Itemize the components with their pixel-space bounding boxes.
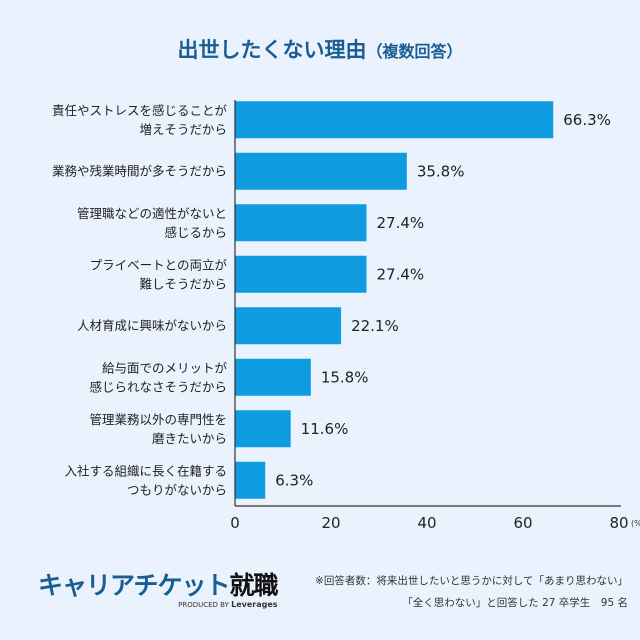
category-label: 管理業務以外の専門性を	[89, 412, 227, 427]
x-tick-label: 60	[513, 514, 532, 532]
x-tick-label: 40	[417, 514, 436, 532]
category-label: 感じられなさそうだから	[89, 379, 227, 394]
category-label: 給与面でのメリットが	[102, 360, 228, 375]
produced-by-text: PRODUCED BY	[178, 601, 229, 609]
category-label: 入社する組織に長く在籍する	[64, 463, 227, 478]
category-label: 管理職などの適性がないと	[77, 206, 227, 221]
brand-text: Leverages	[231, 600, 278, 609]
data-label: 35.8%	[417, 162, 465, 180]
footnote-line: 「全く思わない」と回答した 27 卒学生 95 名	[402, 597, 628, 609]
data-label: 66.3%	[563, 111, 611, 129]
category-label: 難しそうだから	[139, 276, 227, 291]
data-label: 27.4%	[377, 214, 425, 232]
footnote-line: ※回答者数：将来出世したいと思うかに対して「あまり思わない」	[315, 575, 628, 587]
data-label: 15.8%	[321, 368, 369, 386]
category-label: 磨きたいから	[152, 431, 227, 446]
category-label: 増えそうだから	[139, 122, 227, 137]
logo-text: キャリアチケット	[38, 571, 231, 600]
data-label: 11.6%	[301, 420, 349, 438]
title-suffix: （複数回答）	[366, 42, 463, 61]
data-label: 6.3%	[275, 471, 313, 489]
bar	[235, 255, 367, 293]
x-tick-label: 80	[609, 514, 628, 532]
category-label: プライベートとの両立が	[90, 257, 228, 272]
category-label: 責任やストレスを感じることが	[52, 103, 228, 118]
bar	[235, 101, 554, 139]
title-main: 出世したくない理由	[177, 38, 367, 62]
bar	[235, 358, 311, 396]
x-axis-unit: (%	[631, 519, 640, 528]
category-label: 業務や残業時間が多そうだから	[52, 163, 227, 178]
bar	[235, 410, 291, 448]
bar	[235, 461, 266, 499]
category-label: つもりがないから	[127, 482, 227, 497]
logo: キャリアチケット就職 PRODUCED BY Leverages	[38, 566, 279, 609]
category-label: 人材育成に興味がないから	[77, 318, 227, 333]
x-tick-label: 20	[321, 514, 340, 532]
bar	[235, 152, 407, 190]
logo-produced-by: PRODUCED BY Leverages	[178, 600, 277, 609]
category-label: 感じるから	[164, 225, 227, 240]
data-label: 22.1%	[351, 317, 399, 335]
bar	[235, 204, 367, 242]
chart-title: 出世したくない理由（複数回答）	[0, 34, 640, 64]
logo-kanji: 就職	[229, 571, 279, 600]
footnote: ※回答者数：将来出世したいと思うかに対して「あまり思わない」 「全く思わない」と…	[315, 570, 628, 614]
data-label: 27.4%	[377, 265, 425, 283]
bar	[235, 307, 342, 345]
x-tick-label: 0	[230, 514, 240, 532]
